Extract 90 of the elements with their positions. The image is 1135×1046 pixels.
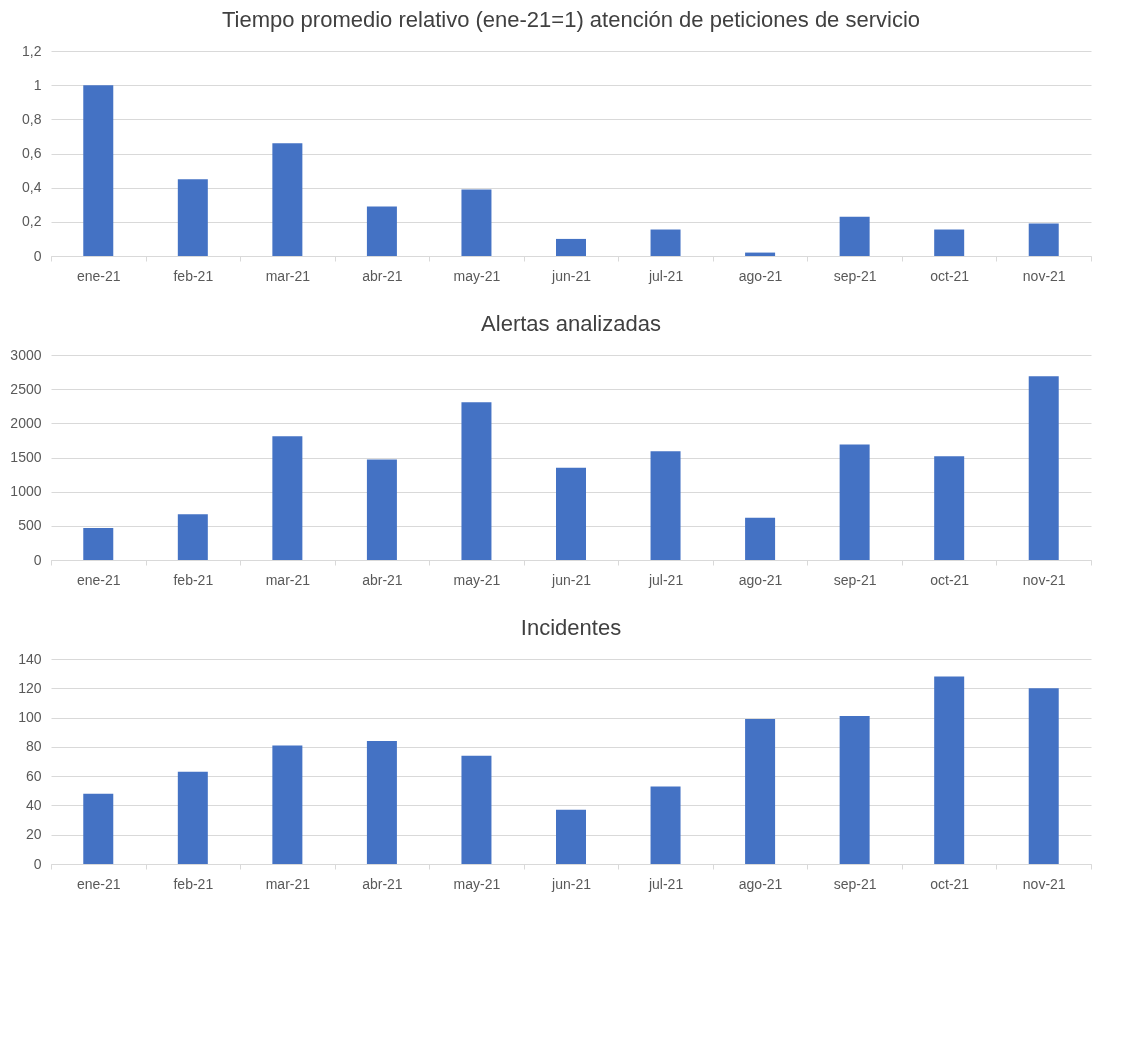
x-tick-label: sep-21 [833, 267, 877, 284]
x-tick-label: may-21 [453, 875, 501, 892]
y-tick-label: 1 [33, 76, 42, 93]
bar [839, 444, 870, 560]
bar [934, 456, 965, 560]
y-tick-label: 40 [25, 796, 42, 813]
y-tick-label: 1,2 [22, 42, 42, 59]
x-tick-label: ene-21 [76, 267, 121, 284]
y-tick-label: 0,6 [22, 145, 42, 161]
bar [272, 143, 303, 256]
x-tick-label: ene-21 [76, 875, 121, 892]
bar [556, 467, 586, 560]
x-tick-label: jul-21 [647, 571, 684, 588]
y-tick-label: 140 [18, 650, 42, 667]
bar [1028, 223, 1059, 256]
x-tick-label: ago-21 [738, 875, 783, 892]
y-tick-label: 0 [33, 247, 42, 264]
x-tick-label: jun-21 [551, 875, 592, 892]
bar [177, 179, 208, 256]
y-tick-label: 0,2 [22, 213, 42, 230]
x-tick-label: jul-21 [647, 875, 684, 892]
bar [934, 229, 965, 256]
y-tick-label: 1000 [10, 483, 42, 500]
bar [745, 719, 776, 864]
bar [366, 206, 397, 256]
bar [366, 459, 397, 560]
y-tick-label: 3000 [10, 346, 42, 363]
y-tick-label: 0 [33, 855, 42, 872]
y-tick-label: 100 [18, 709, 42, 726]
chart-title: Alertas analizadas [481, 311, 661, 336]
x-tick-label: ago-21 [738, 571, 783, 588]
chart-title: Tiempo promedio relativo (ene-21=1) atención de peticiones de servicio [221, 7, 921, 32]
bar [177, 771, 208, 864]
y-tick-label: 60 [25, 767, 42, 784]
bar [839, 216, 870, 256]
x-tick-label: oct-21 [930, 875, 970, 892]
x-tick-label: nov-21 [1022, 267, 1066, 284]
bar [366, 741, 397, 864]
bar [461, 402, 492, 560]
x-tick-label: oct-21 [930, 267, 970, 284]
bar [177, 514, 208, 560]
x-tick-label: nov-21 [1022, 875, 1066, 892]
x-tick-label: jun-21 [551, 267, 592, 284]
y-tick-label: 500 [18, 517, 42, 534]
x-tick-label: feb-21 [173, 267, 214, 284]
bar [650, 229, 681, 256]
x-tick-label: feb-21 [173, 571, 214, 588]
bar [1028, 688, 1059, 864]
y-tick-label: 2000 [10, 414, 42, 431]
x-tick-label: ene-21 [76, 571, 121, 588]
bar [839, 716, 870, 864]
y-tick-label: 0,8 [22, 110, 42, 127]
x-tick-label: may-21 [453, 571, 501, 588]
chart-title: Incidentes [520, 615, 622, 640]
x-tick-label: nov-21 [1022, 571, 1066, 588]
x-tick-label: jul-21 [647, 267, 684, 284]
bar [83, 85, 114, 256]
x-tick-label: sep-21 [833, 875, 877, 892]
bar [461, 755, 492, 864]
y-tick-label: 20 [25, 826, 42, 843]
bar [272, 436, 303, 560]
bar [650, 451, 681, 560]
x-tick-label: abr-21 [362, 571, 403, 588]
x-tick-label: mar-21 [265, 267, 311, 284]
x-tick-label: mar-21 [265, 571, 311, 588]
bar [1028, 376, 1059, 560]
y-tick-label: 1500 [10, 449, 42, 465]
x-tick-label: mar-21 [265, 875, 311, 892]
x-tick-label: oct-21 [930, 571, 970, 588]
x-tick-label: abr-21 [362, 267, 403, 284]
x-tick-label: jun-21 [551, 571, 592, 588]
bar [556, 238, 586, 256]
y-tick-label: 2500 [10, 380, 42, 397]
y-tick-label: 0,4 [22, 179, 42, 196]
x-tick-label: feb-21 [173, 875, 214, 892]
y-tick-label: 120 [18, 679, 42, 696]
x-tick-label: may-21 [453, 267, 501, 284]
bar [650, 786, 681, 864]
bar [83, 793, 114, 864]
bar [745, 517, 776, 560]
bar [934, 676, 965, 864]
bar [461, 189, 492, 256]
x-tick-label: abr-21 [362, 875, 403, 892]
bar [272, 745, 303, 864]
y-tick-label: 80 [25, 738, 42, 755]
bar [83, 527, 114, 560]
bar [556, 809, 586, 864]
x-tick-label: sep-21 [833, 571, 877, 588]
x-tick-label: ago-21 [738, 267, 783, 284]
y-tick-label: 0 [33, 551, 42, 568]
